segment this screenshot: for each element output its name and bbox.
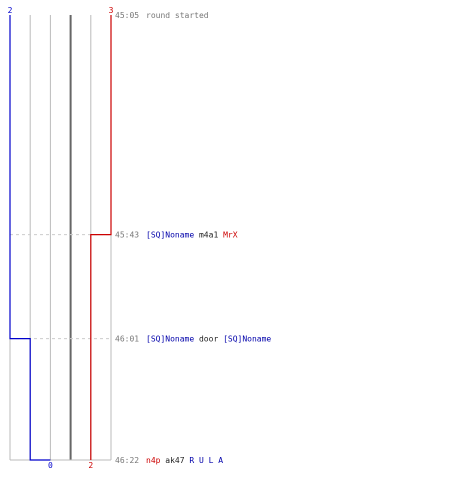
event-text-part: MrX <box>218 231 237 240</box>
event-text-part: ak47 <box>160 456 184 465</box>
event-text-part: round started <box>146 11 209 20</box>
event-text-part: A <box>213 456 223 465</box>
event-text: round started <box>146 11 209 20</box>
event-text: [SQ]Noname m4a1 MrX <box>146 231 238 240</box>
event-time: 45:05 <box>115 11 139 20</box>
labels: 2 0 3 2 45:05 round started 45:43 [SQ]Noname m4… <box>8 6 272 470</box>
event-text-part: [SQ]Noname <box>146 231 194 240</box>
event-text-part: L <box>204 456 214 465</box>
series-line <box>9 15 51 461</box>
event-time: 45:43 <box>115 231 139 240</box>
event-text: [SQ]Noname door [SQ]Noname <box>146 335 271 344</box>
event-text-part: m4a1 <box>194 231 218 240</box>
event-text: n4p ak47 R U L A <box>146 456 223 465</box>
event-time: 46:01 <box>115 335 139 344</box>
event-time: 46:22 <box>115 456 139 465</box>
series-end-label: 2 <box>88 461 93 470</box>
event-text-part: n4p <box>146 456 161 465</box>
event-text-part: U <box>194 456 204 465</box>
series-start-label: 3 <box>109 6 114 15</box>
event-text-part: [SQ]Noname <box>218 335 271 344</box>
event-text-part: R <box>185 456 195 465</box>
event-text-part: [SQ]Noname <box>146 335 194 344</box>
event-guide-lines <box>10 234 111 340</box>
series-end-label: 0 <box>48 461 53 470</box>
event-text-part: door <box>194 335 218 344</box>
series-line <box>90 15 112 460</box>
grid-lines <box>9 15 112 461</box>
series-lines <box>9 15 112 461</box>
series-start-label: 2 <box>8 6 13 15</box>
